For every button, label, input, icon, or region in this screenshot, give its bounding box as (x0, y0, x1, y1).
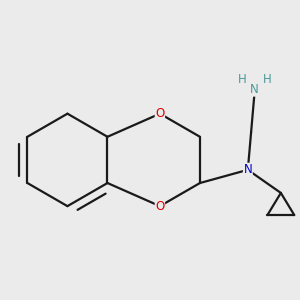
Text: H: H (262, 73, 272, 86)
Text: N: N (244, 163, 252, 176)
Text: H: H (238, 73, 246, 86)
Text: O: O (155, 107, 164, 120)
Text: O: O (155, 200, 164, 213)
Text: N: N (250, 83, 259, 96)
